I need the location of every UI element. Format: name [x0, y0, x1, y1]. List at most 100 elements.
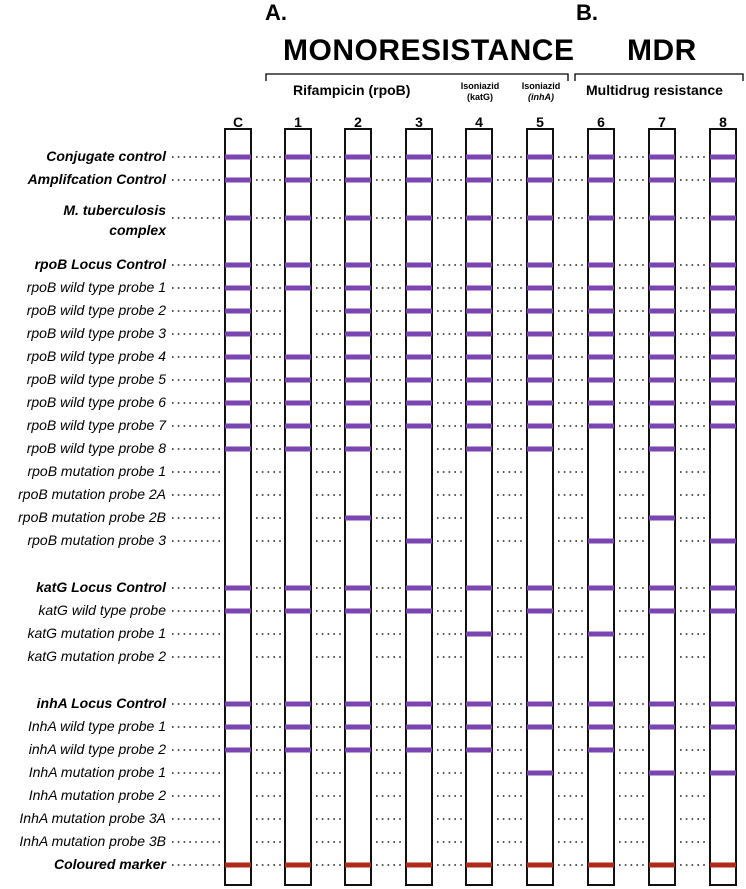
probe-band [345, 262, 371, 268]
row-label-text: Coloured marker [53, 856, 166, 872]
test-strip-1 [284, 128, 312, 886]
probe-band [710, 585, 736, 591]
probe-band [285, 446, 311, 452]
row-label-text-line2: complex [109, 222, 166, 238]
probe-band [225, 215, 251, 221]
probe-band [710, 177, 736, 183]
probe-band [406, 423, 432, 429]
coloured-marker-band [285, 862, 311, 868]
test-strip-4 [465, 128, 493, 886]
probe-band [285, 177, 311, 183]
coloured-marker-band [710, 862, 736, 868]
probe-band [406, 377, 432, 383]
probe-band [285, 154, 311, 160]
row-label: rpoB wild type probe 2 [27, 302, 166, 318]
row-label-text: Conjugate control [46, 148, 166, 164]
probe-band [345, 331, 371, 337]
probe-band [285, 423, 311, 429]
row-label-text: rpoB mutation probe 2A [18, 486, 166, 502]
row-label-text: rpoB wild type probe 7 [26, 417, 166, 433]
probe-band [345, 400, 371, 406]
probe-band [588, 331, 614, 337]
row-label-text: InhA mutation probe 3B [19, 833, 166, 849]
probe-band [345, 724, 371, 730]
column-header-3: 3 [415, 114, 423, 130]
probe-band [406, 215, 432, 221]
probe-band [466, 331, 492, 337]
row-label-text: rpoB wild type probe 6 [26, 394, 166, 410]
probe-band [285, 701, 311, 707]
probe-band [588, 262, 614, 268]
coloured-marker-band [527, 862, 553, 868]
probe-band [225, 308, 251, 314]
probe-band [225, 423, 251, 429]
probe-band [649, 285, 675, 291]
row-label: katG wild type probe [38, 602, 166, 618]
row-label-text: katG mutation probe 2 [27, 648, 166, 664]
row-label: rpoB wild type probe 1 [27, 279, 166, 295]
probe-band [527, 770, 553, 776]
test-strip-3 [405, 128, 433, 886]
probe-band [649, 770, 675, 776]
monoresistance-title: MONORESISTANCE [283, 34, 575, 67]
probe-band [588, 747, 614, 753]
mdr-bracket [574, 73, 744, 81]
row-label-text: rpoB Locus Control [34, 256, 166, 272]
probe-band [406, 177, 432, 183]
probe-band [406, 308, 432, 314]
row-label: katG Locus Control [36, 579, 166, 595]
probe-band [225, 701, 251, 707]
row-label-text: rpoB wild type probe 5 [26, 371, 166, 387]
probe-band [649, 262, 675, 268]
probe-band [588, 585, 614, 591]
row-label: InhA wild type probe 1 [28, 718, 166, 734]
probe-band [345, 446, 371, 452]
row-label: rpoB wild type probe 7 [27, 417, 166, 433]
probe-band [225, 446, 251, 452]
probe-band [710, 377, 736, 383]
probe-band [466, 154, 492, 160]
column-header-8: 8 [719, 114, 727, 130]
coloured-marker-band [345, 862, 371, 868]
rifampicin-label: Rifampicin (rpoB) [293, 82, 411, 98]
isoniazid-inha-label: Isoniazid (inhA) [516, 81, 566, 103]
row-label: rpoB mutation probe 1 [27, 463, 166, 479]
probe-band [406, 331, 432, 337]
probe-band [710, 154, 736, 160]
test-strip-c [224, 128, 252, 886]
probe-band [345, 215, 371, 221]
isoniazid-inha-line2: (inhA) [528, 92, 554, 102]
probe-band [710, 770, 736, 776]
probe-band [527, 331, 553, 337]
row-label-text: rpoB mutation probe 3 [27, 532, 166, 548]
probe-band [225, 354, 251, 360]
probe-band [225, 177, 251, 183]
row-label: katG mutation probe 2 [27, 648, 166, 664]
probe-band [588, 400, 614, 406]
probe-band [588, 631, 614, 637]
probe-band [225, 262, 251, 268]
probe-band [285, 262, 311, 268]
probe-band [466, 262, 492, 268]
column-header-c: C [232, 114, 244, 130]
probe-band [345, 354, 371, 360]
probe-band [285, 215, 311, 221]
probe-band [527, 585, 553, 591]
probe-band [285, 724, 311, 730]
probe-band [466, 724, 492, 730]
probe-band [649, 215, 675, 221]
row-label: inhA wild type probe 2 [29, 741, 166, 757]
probe-band [466, 377, 492, 383]
coloured-marker-band [406, 862, 432, 868]
probe-band [527, 423, 553, 429]
probe-band [345, 308, 371, 314]
probe-band [466, 215, 492, 221]
probe-band [225, 377, 251, 383]
row-label-text: rpoB wild type probe 1 [26, 279, 166, 295]
probe-band [649, 154, 675, 160]
probe-band [466, 285, 492, 291]
probe-band [710, 538, 736, 544]
row-label: rpoB Locus Control [35, 256, 166, 272]
